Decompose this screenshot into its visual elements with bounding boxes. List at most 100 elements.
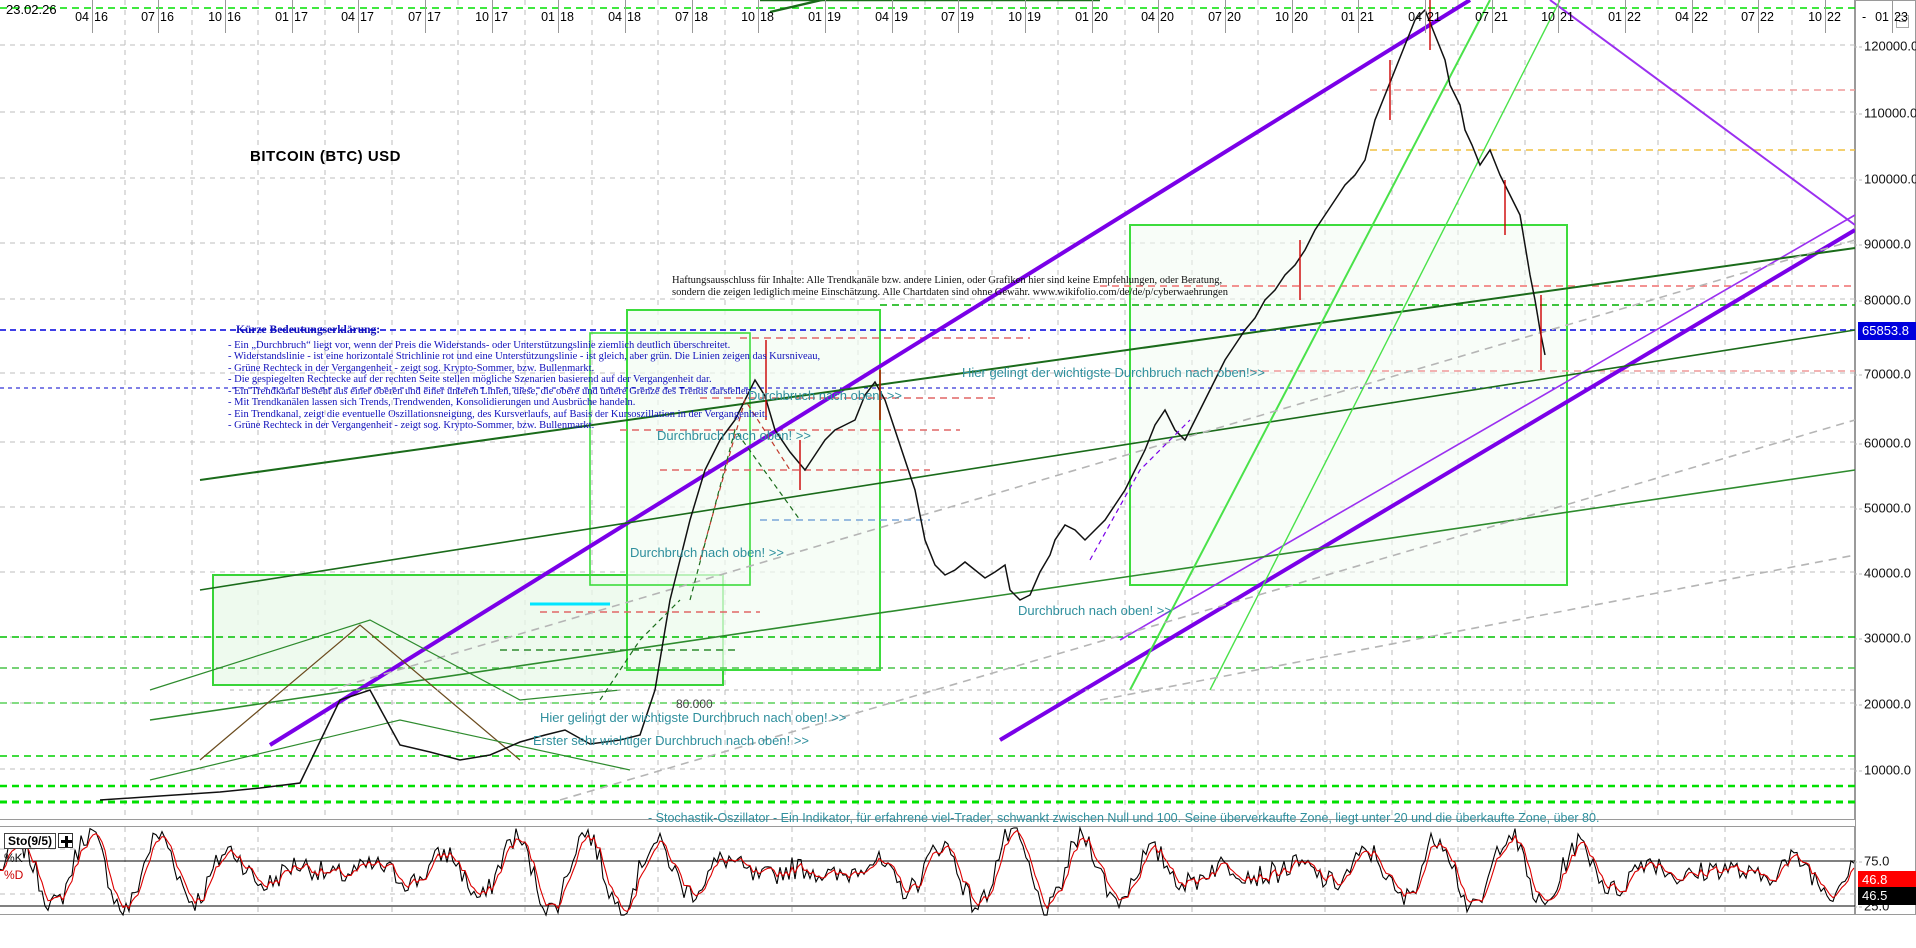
time-axis-month: 04 [608, 10, 622, 24]
legend-line: - Ein Trendkanal, zeigt die eventuelle O… [228, 408, 768, 420]
time-axis-month: 04 [1141, 10, 1155, 24]
price-axis-tick: 40000.0 [1854, 566, 1911, 581]
time-axis-month: 01 [1075, 10, 1089, 24]
time-axis-year: 20 [1294, 10, 1308, 24]
time-axis-separator [1225, 0, 1226, 33]
time-axis-month: 04 [75, 10, 89, 24]
price-axis-tick: 110000.0 [1854, 106, 1916, 121]
legend-line: - Mit Trendkanälen lassen sich Trends, T… [228, 397, 636, 408]
tick-dash [1854, 638, 1862, 639]
time-axis-month: 10 [1275, 10, 1289, 24]
minimize-icon[interactable] [1896, 15, 1909, 28]
time-axis-separator [1625, 0, 1626, 33]
time-axis-month: 10 [741, 10, 755, 24]
time-axis-year: 19 [960, 10, 974, 24]
tick-dash [1854, 770, 1862, 771]
time-axis-year: 18 [760, 10, 774, 24]
time-axis-year: 20 [1094, 10, 1108, 24]
time-axis-month: 07 [141, 10, 155, 24]
time-axis-month: 07 [408, 10, 422, 24]
price-axis-tick: 50000.0 [1854, 501, 1911, 516]
disclaimer-line-1: Haftungsausschluss für Inhalte: Alle Tre… [672, 275, 1223, 286]
time-axis-year: 17 [427, 10, 441, 24]
price-axis-tick: 100000.0 [1854, 172, 1916, 187]
price-axis-tick: 70000.0 [1854, 367, 1911, 382]
tick-dash [1854, 443, 1862, 444]
time-axis-separator [292, 0, 293, 33]
time-axis-month: 10 [1541, 10, 1555, 24]
time-axis-separator [1758, 0, 1759, 33]
price-axis-tick: 60000.0 [1854, 436, 1911, 451]
time-axis-month: 10 [1808, 10, 1822, 24]
time-axis-year: 16 [160, 10, 174, 24]
oscillator-d-label: %D [4, 868, 24, 882]
legend-line: - Ein „Durchbruch“ liegt vor, wenn der P… [228, 339, 731, 351]
price-axis[interactable]: 120000.0 110000.0 100000.0 90000.0 80000.0 70… [1854, 0, 1916, 915]
time-axis-month: 04 [1408, 10, 1422, 24]
oscillator-k-value-badge: 46.5 [1858, 887, 1916, 905]
tick-dash [1854, 244, 1862, 245]
support-resistance-lines [0, 7, 1855, 804]
time-axis-month: 10 [208, 10, 222, 24]
price-chart-panel[interactable]: 23.02.26 BITCOIN (BTC) USD Haftungsaussc… [0, 0, 1857, 899]
tick-dash [1854, 300, 1862, 301]
time-axis-month: 07 [941, 10, 955, 24]
time-axis-separator [1025, 0, 1026, 33]
time-axis-month: 07 [1208, 10, 1222, 24]
time-axis-separator [358, 0, 359, 33]
chart-annotation: Erster sehr wichtiger Durchbruch nach ob… [533, 733, 810, 748]
time-axis-separator [1092, 0, 1093, 33]
price-axis-tick: 90000.0 [1854, 237, 1911, 252]
legend-line: - Ein Trendkanal besteht aus einer obere… [228, 385, 754, 397]
oscillator-gridlines [0, 827, 1855, 916]
disclaimer-text: Haftungsausschluss für Inhalte: Alle Tre… [672, 275, 1292, 298]
tick-dash [1854, 113, 1862, 114]
chart-annotation: Durchbruch nach oben! >> [1018, 603, 1172, 618]
time-axis-year: 21 [1494, 10, 1508, 24]
time-axis-month: 01 [1875, 10, 1889, 24]
time-axis-separator [1825, 0, 1826, 33]
corner-date: 23.02.26 [6, 2, 57, 17]
time-axis-trailing-dash: - [1862, 10, 1867, 24]
legend-line: - Widerstandslinie - ist eine horizontal… [228, 351, 821, 362]
price-axis-tick: 80000.0 [1854, 293, 1911, 308]
time-axis-separator [692, 0, 693, 33]
time-axis-year: 18 [627, 10, 641, 24]
time-axis-year: 17 [494, 10, 508, 24]
tick-dash [1854, 861, 1862, 862]
oscillator-name-tag[interactable]: Sto(9/5) [4, 833, 57, 849]
chart-annotation: Hier gelingt der wichtigste Durchbruch n… [540, 710, 847, 725]
expand-plus-icon[interactable] [58, 833, 73, 848]
time-axis-separator [1292, 0, 1293, 33]
trend-channel-lines [149, 0, 1857, 801]
time-axis-separator [1492, 0, 1493, 33]
time-axis-separator [1558, 0, 1559, 33]
time-axis-year: 17 [360, 10, 374, 24]
time-axis-year: 22 [1627, 10, 1641, 24]
stochastic-oscillator-panel[interactable]: Sto(9/5) %K %D [0, 825, 1855, 917]
time-axis-month: 07 [1741, 10, 1755, 24]
legend-explanation-box: Kürze Bedeutungserklärung: - Ein „Durchb… [228, 324, 821, 432]
time-axis-month: 10 [475, 10, 489, 24]
time-axis-year: 20 [1160, 10, 1174, 24]
legend-line: - Grüne Rechteck in der Vergangenheit - … [228, 362, 595, 374]
time-axis-separator [1692, 0, 1693, 33]
time-axis-separator [958, 0, 959, 33]
stochastik-note: - Stochastik-Oszillator - Ein Indikator,… [648, 811, 1600, 825]
tick-dash [1854, 46, 1862, 47]
time-axis-year: 20 [1227, 10, 1241, 24]
time-axis-year: 21 [1427, 10, 1441, 24]
tick-dash [1854, 179, 1862, 180]
time-axis-separator [158, 0, 159, 33]
time-axis-separator [1358, 0, 1359, 33]
price-level-label: 80.000 [676, 697, 713, 711]
oscillator-series [0, 825, 1855, 917]
chart-annotation: Durchbruch nach oben! >> [748, 388, 902, 403]
time-axis-month: 01 [1608, 10, 1622, 24]
time-axis-year: 19 [827, 10, 841, 24]
time-axis-year: 22 [1760, 10, 1774, 24]
chart-annotation: Durchbruch nach oben! >> [657, 428, 811, 443]
time-axis-separator [558, 0, 559, 33]
tick-dash [1854, 508, 1862, 509]
time-axis-separator [825, 0, 826, 33]
